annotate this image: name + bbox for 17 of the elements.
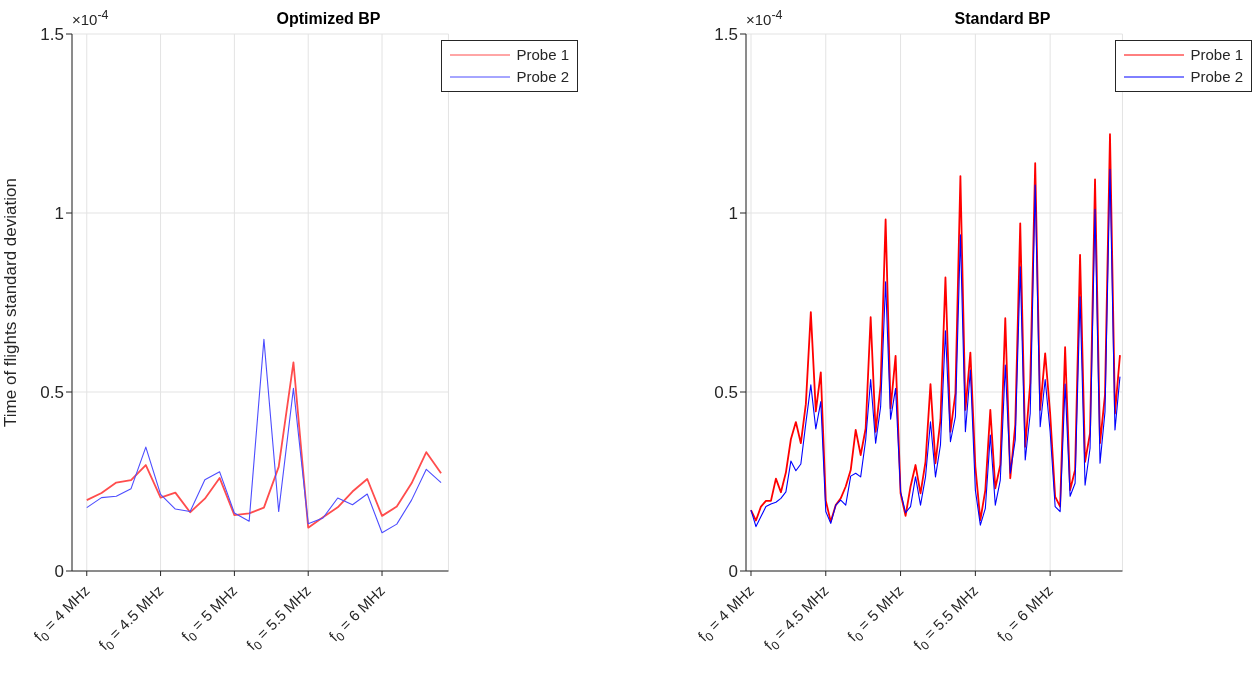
y-tick-label: 0 bbox=[54, 562, 64, 582]
y-tick-label: 1.5 bbox=[714, 25, 738, 45]
y-tick-label: 0.5 bbox=[40, 383, 64, 403]
y-tick-label: 1.5 bbox=[40, 25, 64, 45]
legend-label: Probe 1 bbox=[516, 45, 569, 65]
y-axis-title: Time of flights standard deviation bbox=[1, 178, 21, 427]
text: ×10$^{-4}$ bbox=[746, 8, 783, 28]
legend-label: Probe 2 bbox=[1190, 67, 1243, 87]
text: ×10$^{-4}$ bbox=[72, 8, 109, 28]
y-tick-label: 1 bbox=[54, 204, 64, 224]
y-tick-label: 0.5 bbox=[714, 383, 738, 403]
legend-label: Probe 1 bbox=[1190, 45, 1243, 65]
y-tick-label: 0 bbox=[728, 562, 738, 582]
chart-title: Optimized BP bbox=[276, 10, 381, 27]
y-tick-label: 1 bbox=[728, 204, 738, 224]
legend-label: Probe 2 bbox=[516, 67, 569, 87]
chart-title: Standard BP bbox=[954, 10, 1051, 27]
